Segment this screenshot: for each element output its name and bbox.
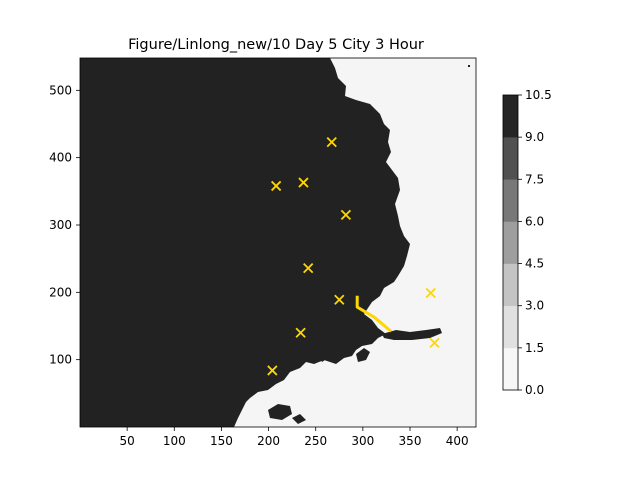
- colorbar-tick-label-5: 7.5: [525, 172, 544, 186]
- colorbar: 0.0 1.5 3.0 4.5 6.0 7.5 9.0 10.5: [502, 88, 552, 397]
- marker-2: [270, 180, 282, 192]
- route-line: [355, 295, 393, 333]
- colorbar-frame: [502, 94, 519, 391]
- colorbar-tick-label-4: 6.0: [525, 214, 544, 228]
- y-tick-label-500: 500: [49, 83, 72, 97]
- colorbar-band-3: [503, 221, 518, 264]
- colorbar-band-4: [503, 179, 518, 222]
- colorbar-ticks: 0.0 1.5 3.0 4.5 6.0 7.5 9.0 10.5: [518, 88, 552, 397]
- marker-4: [340, 209, 352, 221]
- overlay-layer: [267, 137, 440, 376]
- plot-frame: [79, 57, 477, 428]
- speck-top-right: [468, 65, 470, 67]
- chart-title: Figure/Linlong_new/10 Day 5 City 3 Hour: [128, 37, 424, 53]
- colorbar-tick-label-2: 3.0: [525, 299, 544, 313]
- x-tick-label-350: 350: [399, 434, 422, 448]
- marker-5: [303, 262, 314, 274]
- colorbar-band-6: [503, 95, 518, 138]
- colorbar-tick-label-0: 0.0: [525, 383, 544, 397]
- island-east: [382, 328, 442, 340]
- x-tick-label-50: 50: [120, 434, 135, 448]
- marker-9: [429, 337, 440, 348]
- x-tick-label-300: 300: [351, 434, 374, 448]
- colorbar-band-2: [503, 263, 518, 307]
- marker-6: [334, 294, 345, 305]
- island-small-4: [208, 414, 222, 424]
- colorbar-tick-label-1: 1.5: [525, 341, 544, 355]
- land-mass: [80, 58, 410, 427]
- colorbar-band-0: [503, 347, 518, 391]
- island-small-1: [356, 348, 370, 362]
- x-tick-label-250: 250: [304, 434, 327, 448]
- colorbar-bands: [503, 95, 518, 391]
- colorbar-band-5: [503, 137, 518, 180]
- y-axis: 100 200 300 400 500: [49, 83, 80, 367]
- colorbar-tick-label-7: 10.5: [525, 88, 552, 102]
- marker-3: [298, 177, 309, 188]
- x-tick-label-100: 100: [163, 434, 186, 448]
- marker-1: [326, 137, 337, 148]
- y-tick-label-300: 300: [49, 218, 72, 232]
- colorbar-band-1: [503, 305, 518, 349]
- island-small-3: [268, 404, 292, 420]
- x-tick-label-150: 150: [210, 434, 233, 448]
- island-small-5: [292, 414, 306, 424]
- colorbar-tick-label-3: 4.5: [525, 257, 544, 271]
- x-axis: 50 100 150 200 250 300 350 400: [120, 427, 469, 448]
- marker-10: [267, 365, 278, 376]
- marker-8: [295, 327, 306, 338]
- marker-7: [425, 287, 436, 299]
- island-small-2: [318, 352, 328, 362]
- x-tick-label-400: 400: [446, 434, 469, 448]
- plot-area: [79, 57, 477, 428]
- y-tick-label-200: 200: [49, 285, 72, 299]
- x-tick-label-200: 200: [257, 434, 280, 448]
- y-tick-label-400: 400: [49, 151, 72, 165]
- y-tick-label-100: 100: [49, 353, 72, 367]
- colorbar-tick-label-6: 9.0: [525, 130, 544, 144]
